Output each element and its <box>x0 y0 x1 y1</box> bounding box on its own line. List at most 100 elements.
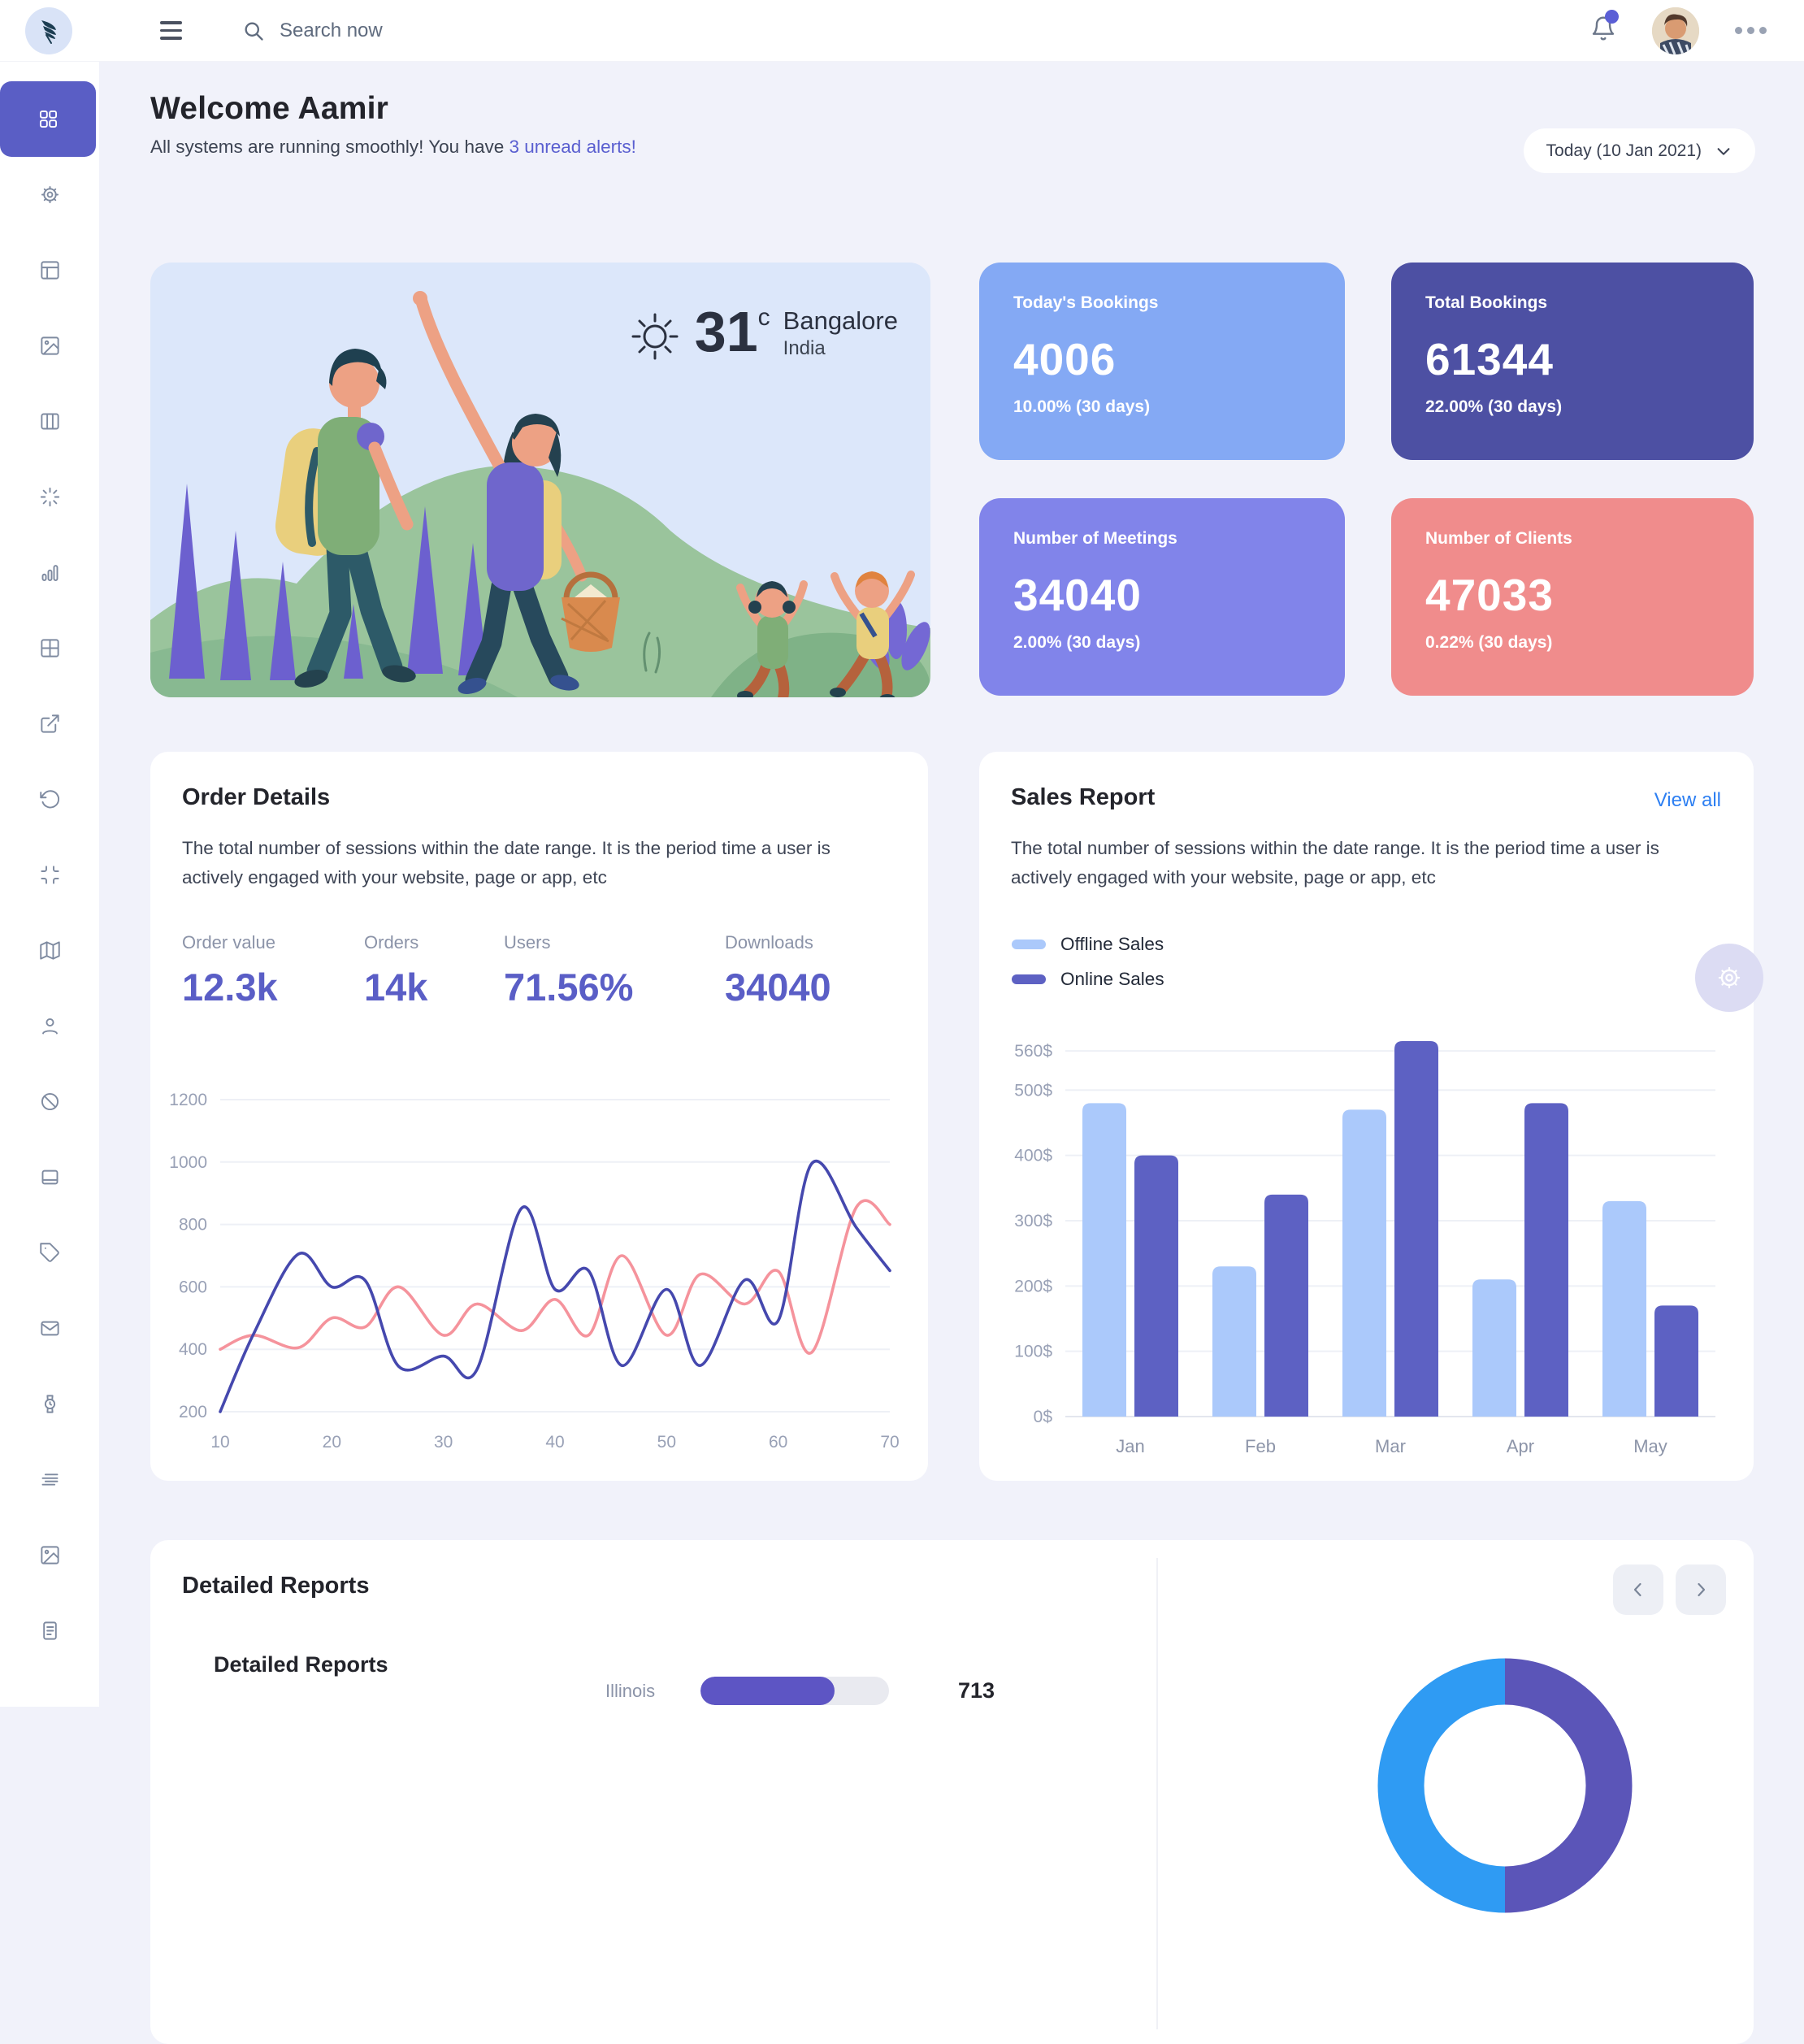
sales-report-card: Sales Report View all The total number o… <box>979 752 1763 1481</box>
topbar <box>0 0 1804 62</box>
sidebar-item-settings[interactable] <box>0 157 99 232</box>
svg-text:500$: 500$ <box>1014 1081 1052 1100</box>
sales-report-description: The total number of sessions within the … <box>1011 838 1659 888</box>
svg-text:600: 600 <box>179 1278 207 1296</box>
align-lines-icon <box>41 1473 58 1486</box>
metric-orders: Orders 14k <box>364 932 428 1009</box>
temperature-unit: c <box>757 304 770 331</box>
map-icon <box>39 941 60 960</box>
sidebar-item-dashboard[interactable] <box>0 81 96 157</box>
laptop-icon <box>41 1170 58 1185</box>
sidebar-item-history[interactable] <box>0 762 99 837</box>
metric-order-value: Order value 12.3k <box>182 932 278 1009</box>
chevron-right-icon <box>1698 1582 1706 1597</box>
search-icon <box>245 22 263 41</box>
next-page-button[interactable] <box>1676 1564 1726 1615</box>
sidebar-item-loader[interactable] <box>0 459 99 535</box>
sidebar-item-laptop[interactable] <box>0 1139 99 1215</box>
detailed-reports-card: Detailed Reports Detailed Reports Illino… <box>150 1540 1754 2044</box>
date-range-selector[interactable]: Today (10 Jan 2021) <box>1523 128 1755 173</box>
stat-cards: Today's Bookings 4006 10.00% (30 days) To… <box>979 263 1754 696</box>
sidebar-item-table[interactable] <box>0 610 99 686</box>
sidebar-item-minimize[interactable] <box>0 837 99 913</box>
feather-logo-icon <box>41 20 56 44</box>
more-options-button[interactable] <box>1735 27 1767 34</box>
search-input[interactable] <box>280 19 767 42</box>
sidebar-item-image-alt[interactable] <box>0 1517 99 1593</box>
region-value: 713 <box>958 1678 995 1703</box>
menu-toggle-button[interactable] <box>160 21 182 40</box>
metric-users: Users 71.56% <box>504 932 634 1009</box>
stat-delta: 10.00% (30 days) <box>1013 397 1151 416</box>
sidebar <box>0 62 99 1707</box>
svg-text:60: 60 <box>769 1433 787 1452</box>
view-all-link[interactable]: View all <box>1654 789 1721 811</box>
app-logo[interactable] <box>25 7 72 54</box>
sidebar-item-layout[interactable] <box>0 232 99 308</box>
weather-card: 31c Bangalore India <box>150 263 930 697</box>
dashboard-icon <box>39 110 57 128</box>
sales-bar-chart: 0$ 100$ 200$ 300$ 400$ 500$ 560$ Jan Feb Mar Apr Ma… <box>1014 1041 1715 1456</box>
sidebar-item-mail[interactable] <box>0 1291 99 1366</box>
chart-settings-button[interactable] <box>1695 944 1763 1012</box>
svg-text:0$: 0$ <box>1034 1408 1053 1426</box>
sidebar-item-map[interactable] <box>0 913 99 988</box>
sidebar-item-file-text[interactable] <box>0 1593 99 1669</box>
image-alt-icon <box>40 1546 59 1564</box>
stat-value: 61344 <box>1425 334 1554 384</box>
detailed-reports-title: Detailed Reports <box>182 1573 370 1599</box>
legend-label: Offline Sales <box>1060 934 1164 954</box>
subtitle-text: All systems are running smoothly! You ha… <box>150 137 510 157</box>
sidebar-item-align-lines[interactable] <box>0 1442 99 1517</box>
legend-item: Offline Sales <box>1012 934 1164 955</box>
unread-alerts-link[interactable]: 3 unread alerts! <box>509 137 636 157</box>
stat-value: 4006 <box>1013 334 1117 384</box>
page-subtitle: All systems are running smoothly! You ha… <box>150 137 636 158</box>
legend-label: Online Sales <box>1060 969 1164 989</box>
svg-text:200$: 200$ <box>1014 1277 1052 1295</box>
legend-swatch <box>1012 974 1046 984</box>
svg-text:20: 20 <box>323 1433 341 1452</box>
weather-city: Bangalore <box>783 306 898 335</box>
sidebar-item-watch[interactable] <box>0 1366 99 1442</box>
table-icon <box>40 639 59 657</box>
bell-icon <box>1592 16 1615 41</box>
svg-text:400: 400 <box>179 1340 207 1359</box>
sidebar-item-user[interactable] <box>0 988 99 1064</box>
sidebar-item-external-link[interactable] <box>0 686 99 762</box>
minimize-icon <box>40 866 59 884</box>
stat-card-0: Today's Bookings 4006 10.00% (30 days) <box>979 263 1345 460</box>
sales-report-title: Sales Report <box>1011 784 1156 810</box>
man-figure <box>275 349 416 688</box>
region-progress-fill <box>700 1677 835 1705</box>
sidebar-item-image[interactable] <box>0 308 99 384</box>
layout-icon <box>40 261 59 280</box>
divider <box>1156 1558 1158 2029</box>
svg-text:1000: 1000 <box>169 1153 207 1172</box>
previous-page-button[interactable] <box>1613 1564 1663 1615</box>
notifications-button[interactable] <box>1590 10 1619 46</box>
sidebar-item-ban[interactable] <box>0 1064 99 1139</box>
girl-figure <box>736 580 808 697</box>
svg-text:Apr: Apr <box>1507 1436 1534 1456</box>
sessions-line-chart: 200 400 600 800 1000 1200 10 20 30 40 50 60 70 <box>169 1091 899 1452</box>
order-details-description: The total number of sessions within the … <box>182 838 830 888</box>
svg-text:50: 50 <box>657 1433 676 1452</box>
region-progress-bar <box>700 1677 889 1705</box>
sidebar-item-chart-bar[interactable] <box>0 535 99 610</box>
stat-value: 34040 <box>1013 570 1142 620</box>
gear-icon <box>1718 966 1741 989</box>
ban-icon <box>41 1092 59 1111</box>
sidebar-item-tag[interactable] <box>0 1215 99 1291</box>
stat-delta: 2.00% (30 days) <box>1013 633 1141 652</box>
stat-title: Total Bookings <box>1425 293 1548 312</box>
svg-text:May: May <box>1633 1436 1667 1456</box>
sidebar-item-columns[interactable] <box>0 384 99 459</box>
stat-value: 47033 <box>1425 570 1554 620</box>
svg-text:560$: 560$ <box>1014 1042 1052 1061</box>
user-avatar[interactable] <box>1652 7 1699 54</box>
file-text-icon <box>42 1621 57 1640</box>
search-bar <box>242 19 1590 42</box>
stat-card-1: Total Bookings 61344 22.00% (30 days) <box>1391 263 1754 460</box>
regions-donut-chart <box>1377 1658 1633 1913</box>
